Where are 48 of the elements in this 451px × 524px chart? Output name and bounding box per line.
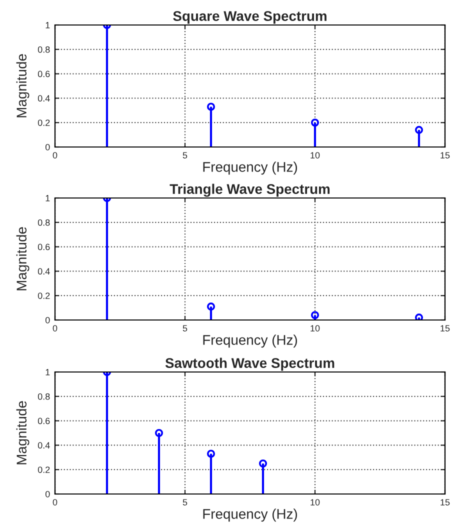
point bbox=[154, 428, 164, 438]
point bbox=[258, 459, 268, 468]
x-tick-label: 15 bbox=[440, 499, 450, 506]
y-tick-label: 0.8 bbox=[38, 393, 50, 400]
point bbox=[206, 102, 216, 111]
y-tick-label: 0 bbox=[45, 144, 50, 150]
chart-title: Triangle Wave Spectrum bbox=[170, 184, 330, 197]
y-tick-label: 0.6 bbox=[38, 70, 50, 78]
point bbox=[414, 126, 424, 134]
y-tick-label: 1 bbox=[46, 195, 50, 202]
y-axis-title: Magnitude bbox=[16, 227, 30, 290]
x-tick-label: 5 bbox=[182, 325, 188, 332]
x-tick-label: 5 bbox=[182, 152, 188, 158]
y-axis-title: Magnitude bbox=[16, 401, 30, 464]
y-tick-label: 0.6 bbox=[38, 244, 50, 250]
x-tick-label: 15 bbox=[440, 152, 450, 158]
chart-title: Square Wave Spectrum bbox=[173, 11, 326, 24]
y-tick-label: 0.2 bbox=[38, 466, 50, 473]
chart-title: Sawtooth Wave Spectrum bbox=[165, 358, 334, 371]
y-tick-label: 0.6 bbox=[38, 418, 50, 424]
x-axis-title: Frequency (Hz) bbox=[203, 162, 297, 175]
y-tick-label: 0.8 bbox=[38, 219, 50, 226]
x-tick-label: 10 bbox=[310, 325, 320, 332]
y-tick-label: 0 bbox=[45, 490, 50, 498]
x-tick-label: 0 bbox=[52, 499, 58, 506]
y-tick-label: 0.4 bbox=[38, 95, 50, 102]
point bbox=[310, 118, 320, 127]
point bbox=[414, 314, 424, 320]
y-tick-label: 0.2 bbox=[38, 292, 50, 299]
x-axis-title: Frequency (Hz) bbox=[203, 508, 297, 522]
y-tick-label: 0.4 bbox=[38, 442, 50, 449]
x-tick-label: 10 bbox=[310, 152, 320, 158]
y-tick-label: 0.4 bbox=[38, 268, 50, 275]
y-tick-label: 1 bbox=[46, 22, 50, 28]
x-tick-label: 0 bbox=[52, 152, 58, 158]
point bbox=[310, 311, 320, 320]
y-tick-label: 0 bbox=[45, 316, 50, 324]
y-tick-label: 1 bbox=[46, 369, 50, 376]
point bbox=[206, 450, 216, 458]
y-tick-label: 0.8 bbox=[38, 46, 50, 53]
x-tick-label: 10 bbox=[310, 499, 320, 506]
x-tick-label: 0 bbox=[52, 325, 58, 332]
x-tick-label: 15 bbox=[440, 325, 450, 332]
y-tick-label: 0.2 bbox=[38, 120, 50, 126]
y-axis-title: Magnitude bbox=[16, 54, 30, 118]
x-tick-label: 5 bbox=[182, 499, 188, 506]
x-axis-title: Frequency (Hz) bbox=[203, 334, 297, 348]
point bbox=[206, 302, 216, 311]
